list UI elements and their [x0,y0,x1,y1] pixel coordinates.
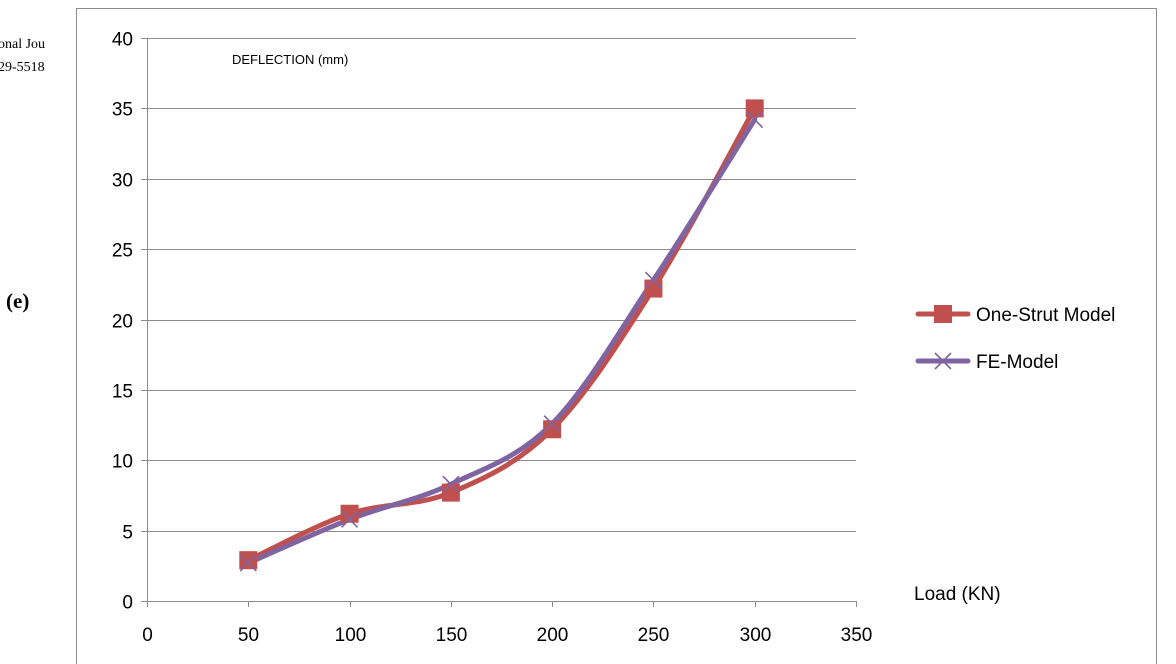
data-point-fe-model [543,415,561,433]
y-tick-label: 20 [112,312,133,333]
x-tick-labels: 0 50 100 150 200 250 300 350 [142,625,872,646]
data-point-one-strut-model [543,420,562,439]
x-axis-label: Load (KN) [914,584,1001,605]
y-tick-labels: 0 5 10 15 20 25 30 35 40 [112,30,133,614]
data-point-one-strut-model [239,551,258,570]
panel-label: (e) [6,289,30,313]
chart-title: DEFLECTION (mm) [232,52,348,67]
data-point-fe-model [746,111,764,129]
y-tick-label: 0 [122,593,133,614]
data-point-fe-model [442,475,460,493]
data-point-fe-model [341,510,359,528]
legend-marker-one-strut-model [934,305,952,323]
x-tick-label: 100 [335,625,367,646]
x-tick-label: 350 [841,625,873,646]
x-tick-label: 50 [238,625,259,646]
y-tick-label: 10 [112,452,133,473]
data-point-fe-model [239,554,257,572]
data-point-one-strut-model [441,483,460,502]
x-tick-label: 0 [142,625,153,646]
y-tick-label: 5 [122,523,133,544]
legend-label-fe-model: FE-Model [976,352,1058,373]
x-tick-label: 150 [436,625,468,646]
data-point-one-strut-model [644,279,663,298]
data-point-one-strut-model [745,99,764,118]
series-group [239,99,764,572]
legend-marker-fe-model [934,352,952,370]
y-tick-label: 15 [112,382,133,403]
y-tick-label: 30 [112,171,133,192]
data-point-one-strut-model [340,504,359,523]
x-tick-label: 200 [537,625,569,646]
data-point-fe-model [644,271,662,289]
axes [141,38,857,607]
y-tick-label: 35 [112,100,133,121]
clipped-header-line-1: onal Jou [0,37,46,52]
legend-label-one-strut-model: One-Strut Model [976,305,1115,326]
x-tick-label: 250 [638,625,670,646]
gridlines [147,38,856,532]
legend: One-Strut Model FE-Model [915,305,1115,373]
y-tick-label: 40 [112,30,133,51]
y-tick-label: 25 [112,241,133,262]
clipped-header-line-2: 29-5518 [0,60,45,75]
x-tick-label: 300 [740,625,772,646]
